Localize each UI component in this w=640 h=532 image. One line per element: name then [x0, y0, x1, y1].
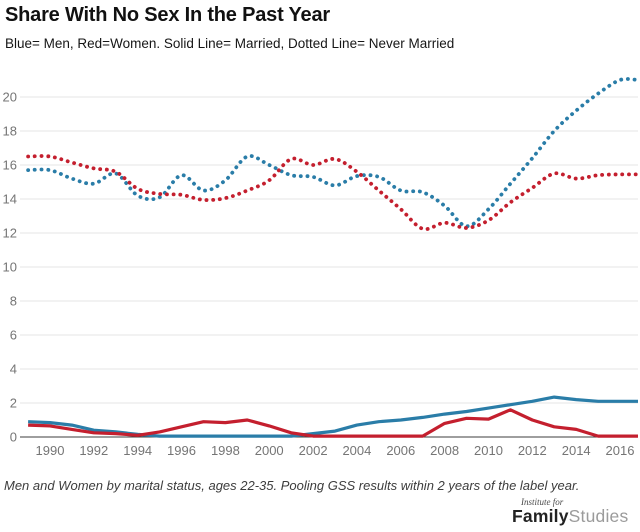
y-tick-label: 2 — [10, 396, 17, 411]
x-tick-label: 1990 — [36, 443, 65, 458]
y-tick-label: 16 — [3, 158, 17, 173]
x-tick-label: 1992 — [79, 443, 108, 458]
y-tick-label: 18 — [3, 124, 17, 139]
x-tick-label: 2004 — [342, 443, 371, 458]
y-tick-label: 0 — [10, 430, 17, 445]
x-tick-label: 1998 — [211, 443, 240, 458]
x-tick-label: 2008 — [430, 443, 459, 458]
series-line-women-married — [28, 408, 638, 438]
x-tick-label: 2010 — [474, 443, 503, 458]
y-tick-label: 6 — [10, 328, 17, 343]
y-tick-label: 12 — [3, 226, 17, 241]
x-tick-label: 1994 — [123, 443, 152, 458]
x-tick-label: 1996 — [167, 443, 196, 458]
chart-canvas: 0 2 4 6 8 10 12 14 16 18 20 1990 1992 1994 1996 1998 200… — [3, 77, 640, 458]
x-tick-label: 2002 — [299, 443, 328, 458]
logo-studies: Studies — [568, 506, 629, 526]
x-tick-label: 2012 — [518, 443, 547, 458]
chart-caption: Men and Women by marital status, ages 22… — [4, 478, 580, 493]
chart-title: Share With No Sex In the Past Year — [5, 4, 330, 26]
ifs-logo: Institute for FamilyStudies — [512, 498, 636, 526]
x-tick-label: 2014 — [562, 443, 591, 458]
logo-institute-for: Institute for — [521, 497, 564, 507]
y-tick-label: 20 — [3, 90, 17, 105]
logo-family-studies: FamilyStudies — [512, 507, 636, 526]
x-tick-label: 2016 — [606, 443, 635, 458]
y-tick-label: 14 — [3, 192, 17, 207]
chart-subtitle: Blue= Men, Red=Women. Solid Line= Marrie… — [5, 36, 455, 51]
series-line-women-never-married — [26, 154, 640, 232]
y-tick-label: 8 — [10, 294, 17, 309]
logo-family: Family — [512, 506, 569, 526]
y-tick-label: 10 — [3, 260, 17, 275]
x-tick-label: 2000 — [255, 443, 284, 458]
series-line-men-never-married — [26, 77, 640, 229]
y-tick-label: 4 — [10, 362, 17, 377]
x-tick-label: 2006 — [386, 443, 415, 458]
